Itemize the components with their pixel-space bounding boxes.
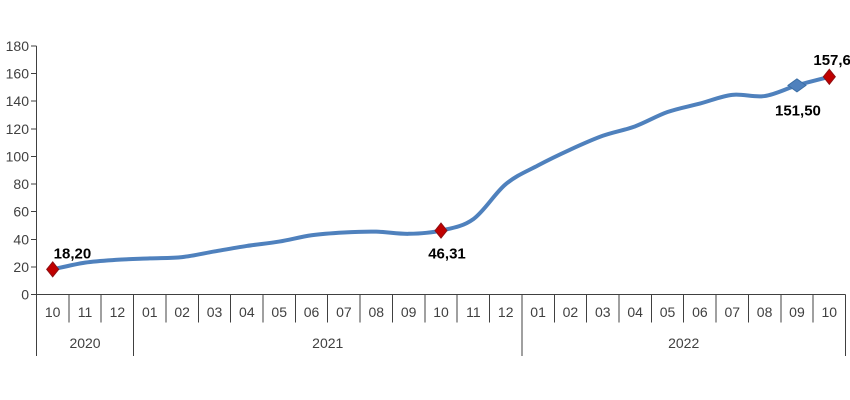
data-marker-red-diamond [822,68,836,86]
y-axis-tick-label: 60 [13,204,29,220]
month-label: 04 [627,304,643,320]
month-label: 08 [757,304,773,320]
month-label: 10 [45,304,61,320]
y-axis-tick-label: 100 [6,148,30,164]
year-label: 2020 [69,335,100,351]
data-marker-blue-diamond [787,78,807,93]
data-marker-red-diamond [46,261,60,278]
month-label: 05 [271,304,287,320]
month-label: 02 [174,304,190,320]
month-label: 02 [563,304,579,320]
year-label: 2022 [668,335,699,351]
month-label: 06 [692,304,708,320]
data-marker-red-diamond [434,222,448,239]
data-point-label: 46,31 [428,246,466,263]
month-label: 10 [822,304,838,320]
month-label: 12 [498,304,514,320]
y-axis-tick-label: 40 [13,231,29,247]
series-line [50,74,832,272]
month-label: 10 [433,304,449,320]
y-axis-tick-label: 80 [13,176,29,192]
month-label: 01 [142,304,158,320]
y-axis-tick-label: 140 [6,93,30,109]
data-point-label: 157,69 [813,52,850,69]
month-label: 07 [724,304,740,320]
year-label: 2021 [312,335,343,351]
month-label: 05 [660,304,676,320]
y-axis-tick-label: 160 [6,66,30,82]
y-axis-tick-label: 20 [13,259,29,275]
month-label: 09 [789,304,805,320]
month-label: 11 [466,304,481,320]
month-label: 04 [239,304,255,320]
month-label: 03 [207,304,223,320]
month-label: 01 [530,304,546,320]
data-point-label: 151,50 [775,102,821,119]
month-label: 03 [595,304,611,320]
y-axis-tick-label: 120 [6,121,30,137]
month-label: 07 [336,304,352,320]
data-point-label: 18,20 [54,245,92,262]
y-axis-tick-label: 0 [21,287,29,303]
month-label: 12 [110,304,126,320]
y-axis-tick-label: 180 [6,38,30,54]
month-label: 08 [368,304,384,320]
month-label: 06 [304,304,320,320]
month-label: 11 [78,304,93,320]
month-label: 09 [401,304,417,320]
